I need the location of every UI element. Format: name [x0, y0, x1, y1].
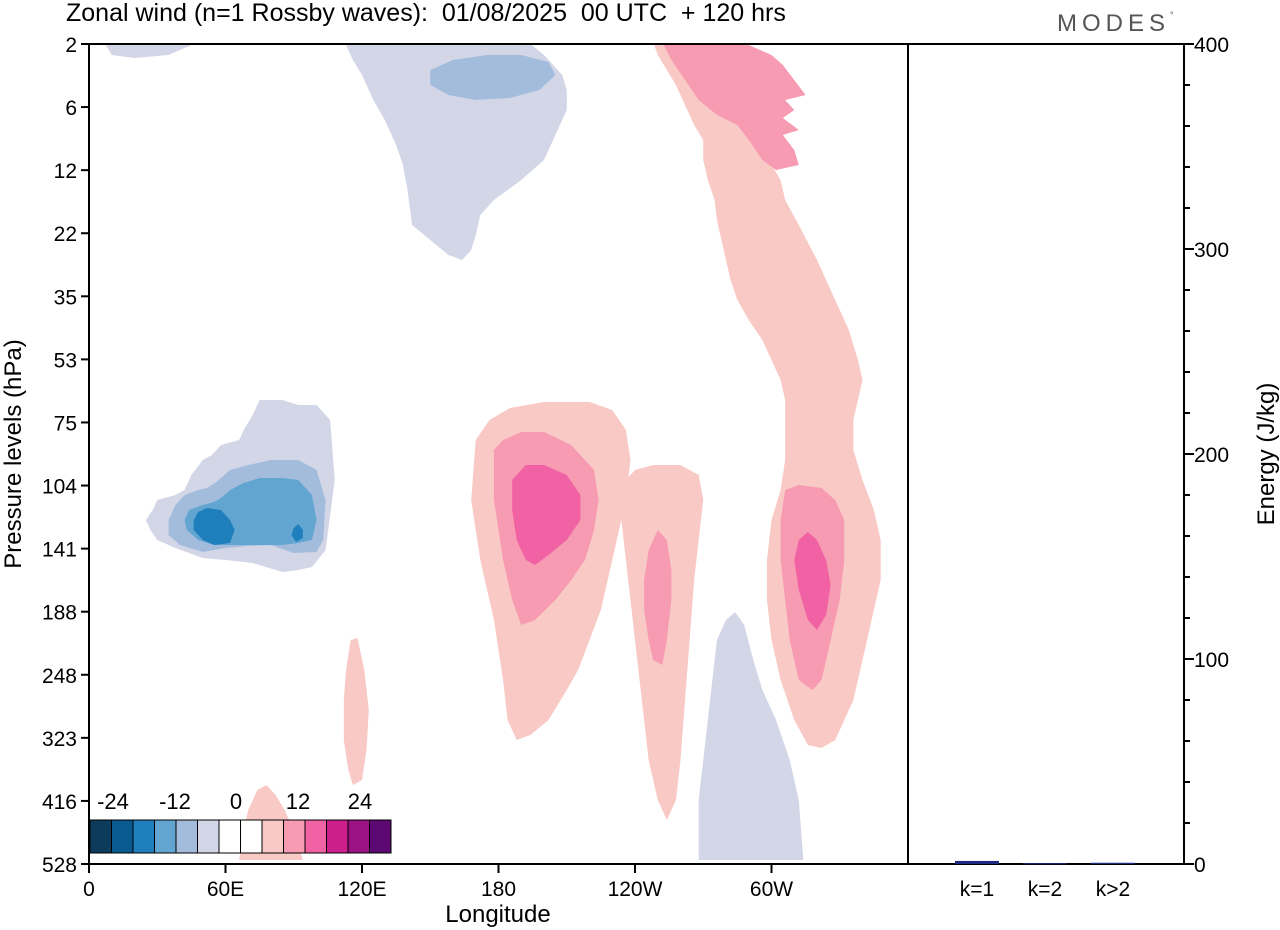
- legend-swatch: [89, 819, 112, 854]
- contour-core-4-1: [512, 465, 581, 565]
- y-tick-label: 188: [42, 602, 77, 625]
- legend-swatch: [369, 819, 392, 854]
- legend-swatch: [240, 819, 263, 854]
- energy-panel: 0 100 200 300 400 k=1 k=2 k>2: [908, 34, 1229, 901]
- contour-region-2: [105, 44, 193, 58]
- y-tick-label: 2: [65, 34, 77, 57]
- energy-category-label: k=1: [960, 878, 994, 901]
- x-axis-title: Longitude: [445, 901, 550, 928]
- energy-tick-label: 0: [1194, 854, 1206, 877]
- brand-mark: °: [1170, 10, 1174, 20]
- contour-region-3: [698, 612, 804, 860]
- y-tick-label: 12: [54, 160, 77, 183]
- legend-swatch: [261, 819, 284, 854]
- legend-swatch: [175, 819, 198, 854]
- contour-core-1-0: [430, 55, 556, 100]
- legend-label: -12: [159, 789, 191, 814]
- legend-swatch: [218, 819, 241, 854]
- energy-tick-label: 400: [1194, 34, 1229, 57]
- y-tick-label: 141: [42, 539, 77, 562]
- y-tick-label: 416: [42, 791, 77, 814]
- y-axis-title: Pressure levels (hPa): [0, 339, 27, 568]
- y-axis: 2 6 12 22 35 53 75 104 141 188 248 323 416 528: [42, 34, 89, 877]
- y-tick-label: 6: [65, 97, 77, 120]
- contour-region-7: [343, 638, 369, 785]
- x-tick-label: 180: [481, 878, 516, 901]
- energy-bar: [1023, 863, 1067, 865]
- x-tick-label: 0: [83, 878, 95, 901]
- legend-swatch: [326, 819, 349, 854]
- y-tick-label: 323: [42, 728, 77, 751]
- contour-core-0-2: [193, 508, 235, 545]
- legend-swatch: [197, 819, 220, 854]
- y-tick-label: 53: [54, 349, 77, 372]
- legend-swatch: [283, 819, 306, 854]
- energy-bar: [1091, 862, 1135, 864]
- legend-label: 0: [230, 789, 242, 814]
- legend-swatch: [154, 819, 177, 854]
- contour-core-5-2: [794, 532, 831, 630]
- legend-swatch: [304, 819, 327, 854]
- legend-swatch: [132, 819, 155, 854]
- y-tick-label: 528: [42, 854, 77, 877]
- contour-core-5-0: [663, 44, 806, 170]
- contour-fills: [105, 44, 881, 860]
- y-tick-label: 104: [42, 476, 77, 499]
- legend-label: 24: [348, 789, 372, 814]
- x-axis: 0 60E 120E 180 120W 60W: [83, 864, 793, 901]
- y-tick-label: 35: [54, 286, 77, 309]
- energy-category-label: k>2: [1096, 878, 1130, 901]
- contour-core-0-3: [291, 524, 303, 542]
- legend-swatch: [347, 819, 370, 854]
- energy-axis-title: Energy (J/kg): [1253, 383, 1280, 526]
- x-tick-label: 60E: [207, 878, 244, 901]
- energy-tick-label: 200: [1194, 444, 1229, 467]
- brand-logo: MODES°: [1057, 10, 1174, 38]
- chart-title: Zonal wind (n=1 Rossby waves): 01/08/202…: [66, 0, 786, 27]
- legend-label: -24: [97, 789, 129, 814]
- contour-core-6-0: [644, 530, 672, 665]
- legend-swatch: [111, 819, 134, 854]
- y-tick-label: 22: [54, 223, 77, 246]
- energy-tick-label: 100: [1194, 649, 1229, 672]
- y-tick-label: 75: [54, 412, 77, 435]
- energy-category-label: k=2: [1028, 878, 1062, 901]
- legend-label: 12: [286, 789, 310, 814]
- color-legend: -24 -12 0 12 24: [89, 789, 392, 854]
- y-tick-label: 248: [42, 665, 77, 688]
- brand-text: MODES: [1057, 10, 1171, 37]
- energy-bar: [955, 860, 999, 864]
- contour-region-1: [345, 44, 567, 260]
- x-tick-label: 60W: [750, 878, 793, 901]
- x-tick-label: 120W: [608, 878, 663, 901]
- energy-tick-label: 300: [1194, 239, 1229, 262]
- x-tick-label: 120E: [337, 878, 386, 901]
